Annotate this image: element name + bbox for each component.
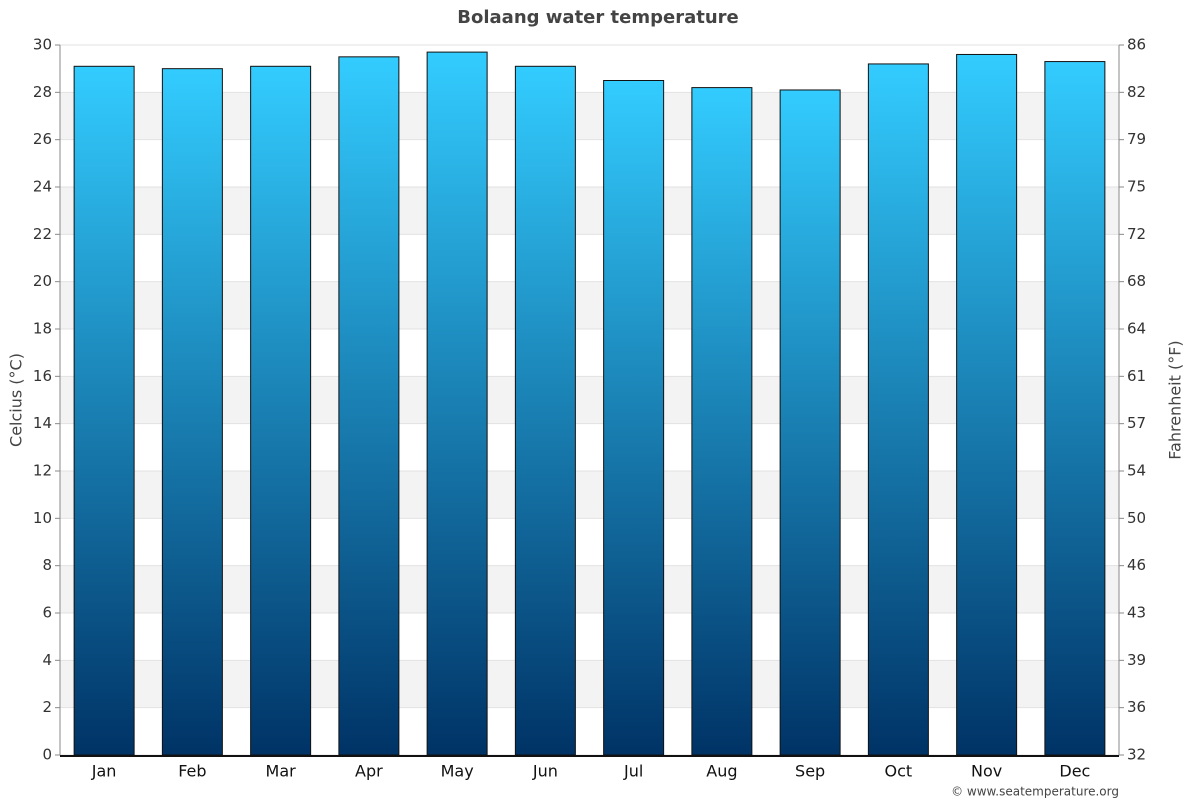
bar: [514, 65, 576, 756]
bar: [161, 68, 223, 756]
y-tick-label: 22: [33, 225, 52, 243]
y2-axis-title: Fahrenheit (°F): [1166, 340, 1185, 459]
grid-band: [60, 376, 1119, 424]
bar: [603, 80, 665, 756]
x-tick-label: Jul: [623, 762, 643, 781]
y2-tick-label: 86: [1127, 36, 1146, 54]
y-tick-label: 18: [33, 320, 52, 338]
bar: [426, 51, 488, 756]
y-tick-label: 26: [33, 130, 52, 148]
y-axis-title: Celcius (°C): [7, 353, 26, 447]
x-tick-label: Feb: [178, 762, 206, 781]
bar: [1044, 61, 1106, 756]
y-tick-label: 30: [33, 36, 52, 54]
y-tick-label: 10: [33, 509, 52, 527]
x-tick-label: Dec: [1059, 762, 1090, 781]
x-tick-label: Nov: [971, 762, 1002, 781]
y2-tick-label: 82: [1127, 83, 1146, 101]
y-tick-label: 6: [42, 604, 52, 622]
x-tick-label: Oct: [885, 762, 913, 781]
y-tick-label: 4: [42, 651, 52, 669]
y2-tick-label: 43: [1127, 604, 1146, 622]
y2-tick-label: 57: [1127, 414, 1146, 432]
grid-band: [60, 187, 1119, 235]
source-note: © www.seatemperature.org: [951, 785, 1119, 799]
x-tick-label: Jun: [532, 762, 558, 781]
y2-tick-label: 39: [1127, 651, 1146, 669]
bar: [73, 65, 135, 756]
y2-tick-label: 36: [1127, 698, 1146, 716]
y2-tick-label: 64: [1127, 320, 1146, 338]
y-tick-label: 16: [33, 367, 52, 385]
y-tick-label: 14: [33, 414, 52, 432]
y2-tick-label: 50: [1127, 509, 1146, 527]
x-tick-label: Sep: [795, 762, 825, 781]
y-tick-label: 8: [42, 556, 52, 574]
grid-band: [60, 565, 1119, 613]
x-tick-label: Mar: [266, 762, 297, 781]
x-tick-label: Jan: [91, 762, 117, 781]
y2-tick-label: 68: [1127, 272, 1146, 290]
y2-tick-label: 72: [1127, 225, 1146, 243]
y2-tick-label: 75: [1127, 178, 1146, 196]
y2-tick-label: 46: [1127, 556, 1146, 574]
y-tick-label: 12: [33, 462, 52, 480]
grid-band: [60, 471, 1119, 519]
y-tick-label: 20: [33, 272, 52, 290]
bar: [779, 89, 841, 756]
bar: [867, 63, 929, 756]
x-tick-label: Aug: [706, 762, 737, 781]
grid-band: [60, 281, 1119, 329]
y2-tick-label: 61: [1127, 367, 1146, 385]
grid-band: [60, 660, 1119, 708]
x-tick-label: May: [441, 762, 474, 781]
chart-title: Bolaang water temperature: [457, 7, 738, 28]
y2-tick-label: 32: [1127, 746, 1146, 764]
y2-tick-label: 79: [1127, 130, 1146, 148]
bar: [691, 87, 753, 756]
grid-band: [60, 92, 1119, 140]
y-tick-label: 0: [42, 746, 52, 764]
y-tick-label: 24: [33, 178, 52, 196]
y-tick-label: 28: [33, 83, 52, 101]
bar: [956, 53, 1018, 756]
y2-tick-label: 54: [1127, 462, 1146, 480]
bar: [338, 56, 400, 756]
bar: [250, 65, 312, 756]
x-tick-label: Apr: [355, 762, 383, 781]
y-tick-label: 2: [42, 698, 52, 716]
